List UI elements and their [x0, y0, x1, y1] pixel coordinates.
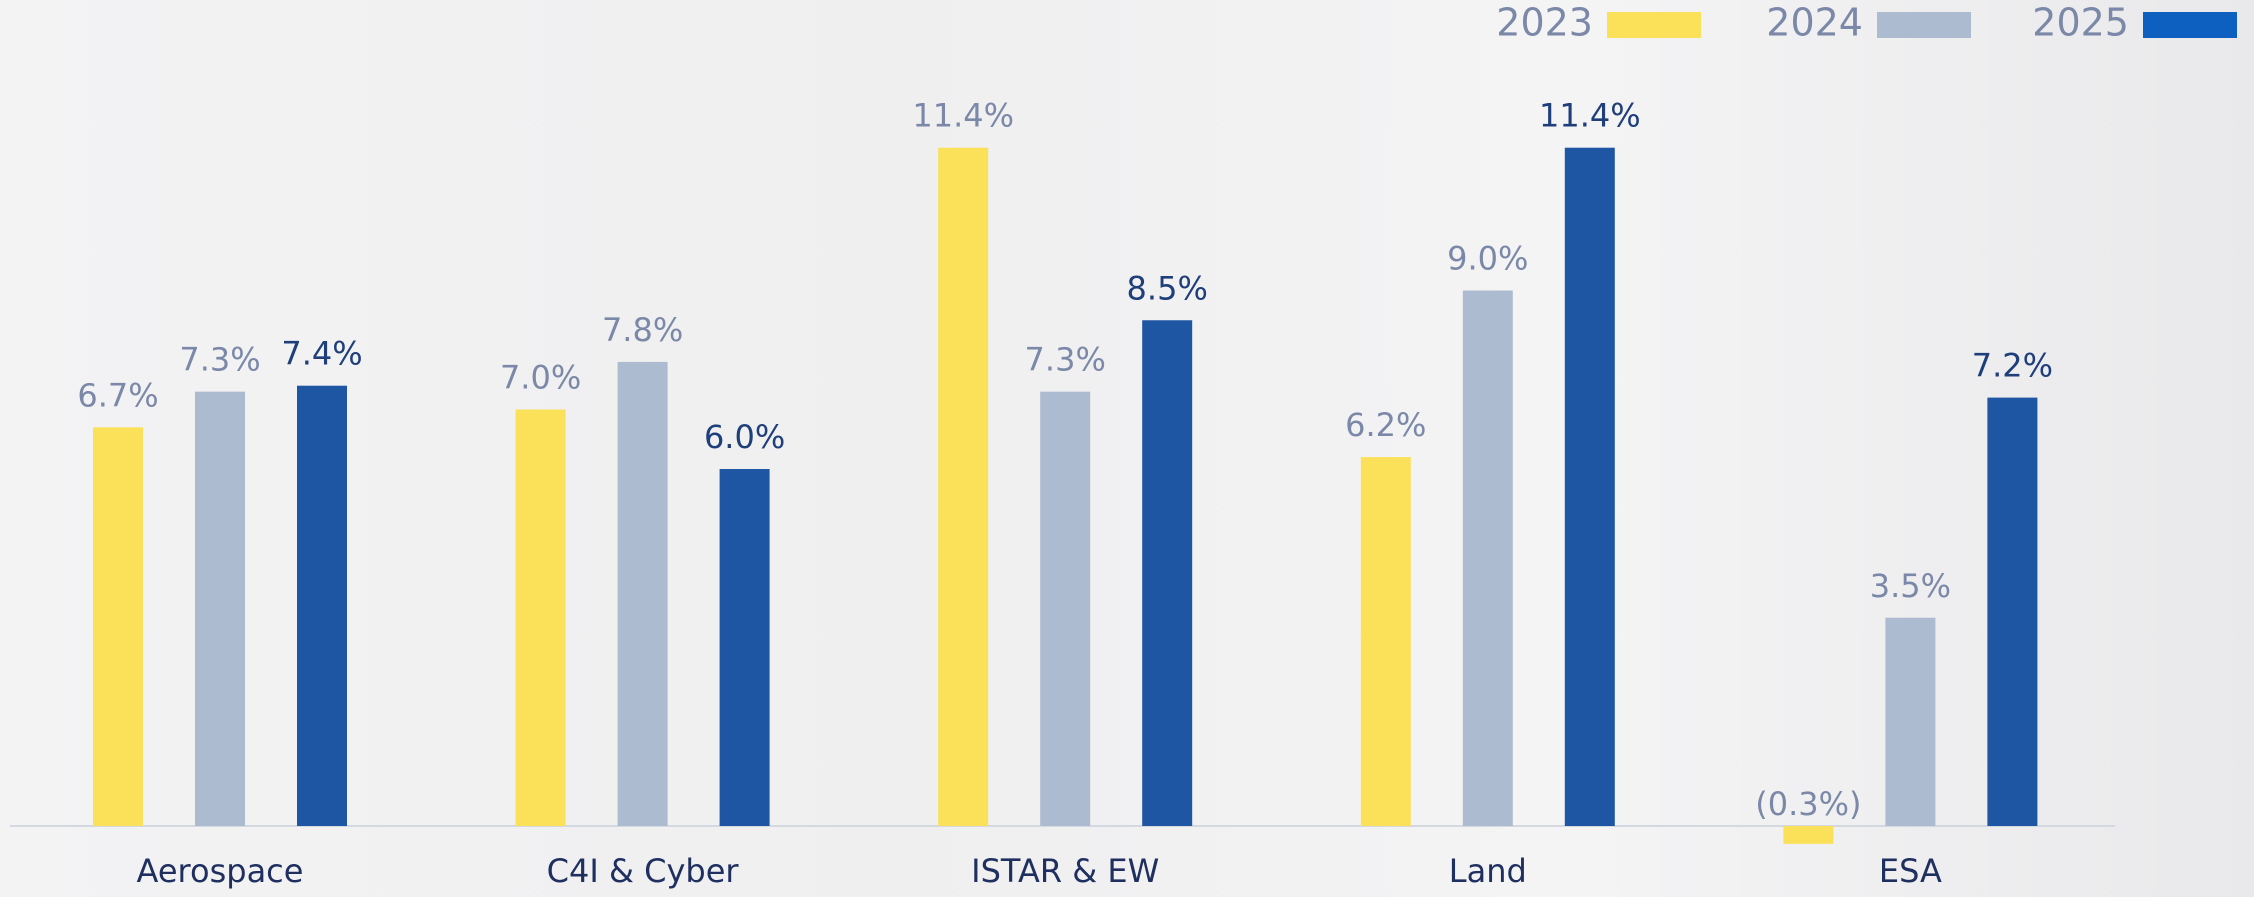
data-label: 6.2% [1345, 406, 1426, 444]
bar [617, 361, 668, 826]
data-label: 7.8% [602, 311, 683, 349]
data-label: (0.3%) [1755, 785, 1861, 823]
legend-swatch [2143, 12, 2237, 38]
bar [1885, 617, 1936, 826]
bar [297, 385, 347, 826]
data-label: 6.0% [704, 418, 785, 456]
data-label: 7.0% [500, 359, 581, 397]
legend-label: 2024 [1766, 1, 1863, 45]
legend-label: 2025 [2032, 1, 2129, 45]
x-tick-label: ISTAR & EW [971, 852, 1159, 890]
data-label: 7.3% [179, 341, 260, 379]
bar [1462, 290, 1513, 826]
data-label: 11.4% [1539, 97, 1641, 135]
x-tick-label: ESA [1879, 852, 1942, 890]
data-label: 9.0% [1447, 240, 1528, 278]
legend-label: 2023 [1496, 1, 1593, 45]
x-tick-label: Land [1449, 852, 1527, 890]
data-label: 6.7% [77, 376, 158, 414]
bar [1564, 147, 1615, 826]
bar [1360, 457, 1411, 826]
bar [1040, 391, 1091, 826]
bar [1142, 320, 1193, 826]
bar [719, 469, 770, 826]
data-label: 3.5% [1870, 567, 1951, 605]
bar [93, 427, 143, 826]
data-label: 7.4% [281, 335, 362, 373]
bar [1783, 826, 1834, 844]
data-label: 8.5% [1127, 269, 1208, 307]
bar [1987, 397, 2038, 826]
x-tick-label: C4I & Cyber [547, 852, 740, 890]
legend-swatch [1607, 12, 1701, 38]
data-label: 7.2% [1972, 347, 2053, 385]
x-tick-label: Aerospace [137, 852, 304, 890]
bar [938, 147, 989, 826]
data-label: 11.4% [912, 97, 1014, 135]
data-label: 7.3% [1025, 341, 1106, 379]
bar [195, 391, 245, 826]
bar [515, 409, 566, 826]
legend-swatch [1877, 12, 1971, 38]
